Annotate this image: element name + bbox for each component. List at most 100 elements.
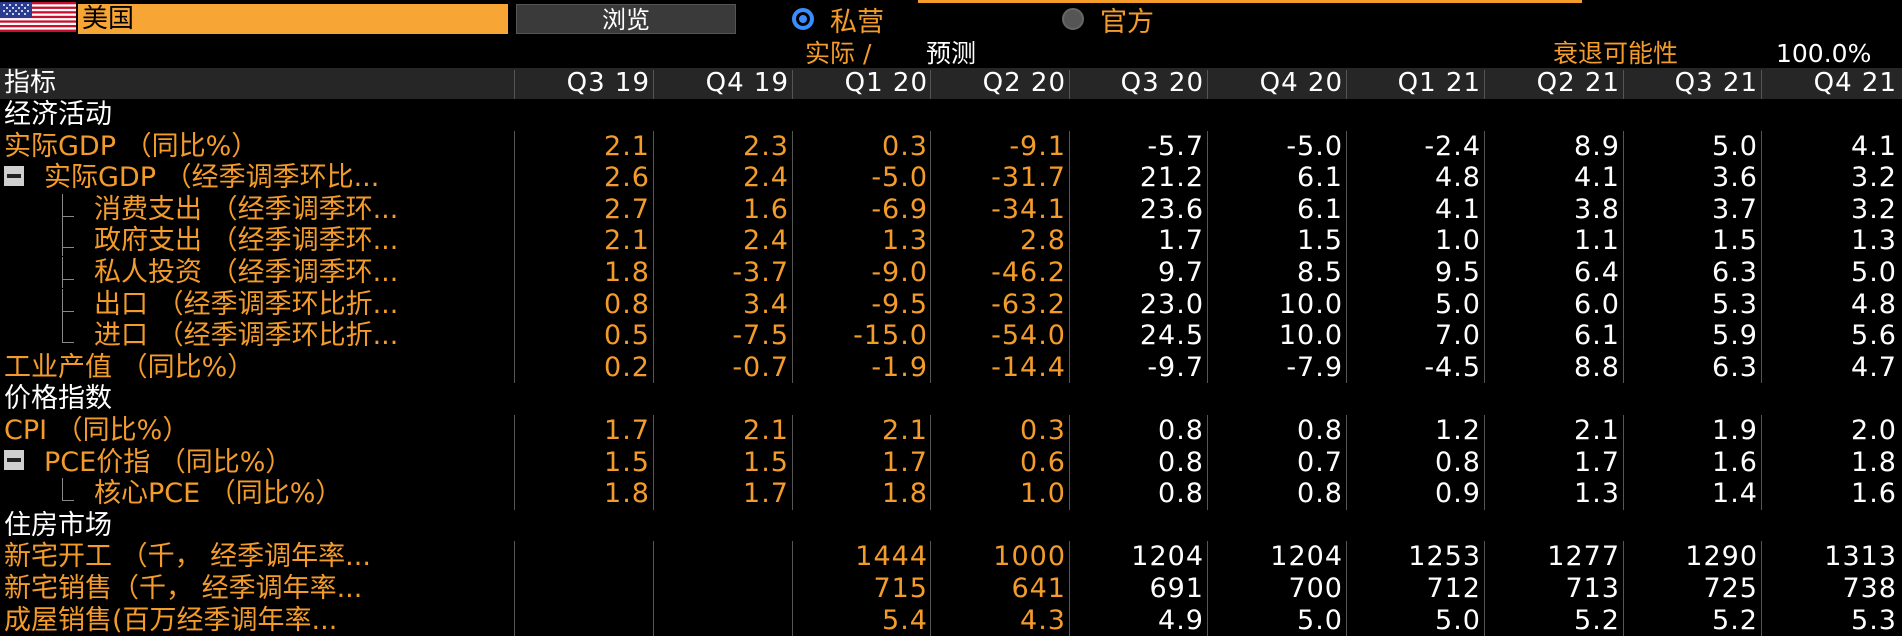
value-cell[interactable]: 0.8 (1158, 446, 1204, 478)
value-cell[interactable]: 5.2 (1574, 604, 1620, 636)
value-cell[interactable]: -7.5 (732, 320, 789, 352)
value-cell[interactable]: 1.6 (1712, 446, 1758, 478)
value-cell[interactable]: 1.4 (1712, 478, 1758, 510)
value-cell[interactable]: 6.4 (1574, 257, 1620, 288)
value-cell[interactable]: 3.8 (1574, 193, 1620, 225)
indicator-name[interactable]: PCE价指 （同比%） (4, 447, 512, 479)
column-header[interactable]: Q1 20 (844, 68, 928, 98)
value-cell[interactable]: 1.0 (1020, 478, 1066, 510)
value-cell[interactable]: 1.7 (1574, 446, 1620, 478)
value-cell[interactable]: -9.5 (871, 288, 928, 320)
collapse-icon[interactable] (4, 450, 24, 471)
value-cell[interactable]: -2.4 (1424, 130, 1481, 162)
value-cell[interactable]: -0.7 (732, 351, 789, 383)
value-cell[interactable] (661, 605, 789, 636)
indicator-name[interactable]: 进口 （经季调季环比折... (4, 320, 512, 352)
value-cell[interactable]: 2.3 (743, 130, 789, 162)
value-cell[interactable]: 2.8 (1020, 225, 1066, 257)
value-cell[interactable]: 2.1 (743, 415, 789, 446)
value-cell[interactable] (661, 573, 789, 605)
value-cell[interactable]: 5.2 (1712, 604, 1758, 636)
value-cell[interactable]: 4.1 (1574, 162, 1620, 194)
value-cell[interactable]: -1.9 (871, 351, 928, 383)
value-cell[interactable]: 2.7 (604, 193, 650, 225)
value-cell[interactable]: 5.6 (1851, 320, 1897, 352)
value-cell[interactable]: -63.2 (991, 288, 1066, 320)
indicator-name[interactable]: 新宅销售（千， 经季调年率... (4, 573, 512, 605)
value-cell[interactable]: 1253 (1408, 541, 1481, 573)
value-cell[interactable]: 6.0 (1574, 288, 1620, 320)
table-row[interactable]: 消费支出 （经季调季环... 2.7 1.6 -6.9 -34.1 23.6 6.1 4.1 3… (0, 193, 1902, 226)
value-cell[interactable]: 10.0 (1278, 320, 1343, 352)
value-cell[interactable]: 5.0 (1435, 604, 1481, 636)
column-header[interactable]: Q1 21 (1397, 68, 1481, 98)
value-cell[interactable]: 1.9 (1712, 415, 1758, 446)
value-cell[interactable]: 6.1 (1574, 320, 1620, 352)
value-cell[interactable]: 1.7 (1158, 225, 1204, 257)
value-cell[interactable]: 5.0 (1712, 130, 1758, 162)
value-cell[interactable] (522, 573, 650, 605)
value-cell[interactable]: 1.1 (1574, 225, 1620, 257)
value-cell[interactable]: -6.9 (871, 193, 928, 225)
value-cell[interactable]: -5.0 (871, 162, 928, 194)
value-cell[interactable]: 1204 (1131, 541, 1204, 573)
value-cell[interactable]: -5.0 (1286, 130, 1343, 162)
table-row[interactable]: 出口 （经季调季环比折... 0.8 3.4 -9.5 -63.2 23.0 10.0 5.0… (0, 288, 1902, 321)
value-cell[interactable]: 1.5 (743, 446, 789, 478)
column-header[interactable]: Q2 20 (982, 68, 1066, 98)
value-cell[interactable]: 2.1 (882, 415, 928, 446)
value-cell[interactable]: 6.3 (1712, 351, 1758, 383)
value-cell[interactable]: 1.2 (1435, 415, 1481, 446)
value-cell[interactable]: 23.0 (1139, 288, 1204, 320)
table-row[interactable]: 成屋销售(百万经季调年率... 5.4 4.3 4.9 5.0 5.0 5.2 5.2 5.3 (0, 605, 1902, 636)
value-cell[interactable]: 0.2 (604, 351, 650, 383)
value-cell[interactable]: 4.7 (1851, 351, 1897, 383)
value-cell[interactable] (522, 541, 650, 573)
value-cell[interactable]: 1.8 (882, 478, 928, 510)
value-cell[interactable]: 0.8 (604, 288, 650, 320)
value-cell[interactable]: 1.5 (604, 446, 650, 478)
value-cell[interactable]: 0.8 (1297, 415, 1343, 446)
table-row[interactable]: 核心PCE （同比%） 1.8 1.7 1.8 1.0 0.8 0.8 0.9 1.3 1.4 1.… (0, 478, 1902, 510)
value-cell[interactable]: 4.1 (1851, 130, 1897, 162)
value-cell[interactable]: 712 (1426, 573, 1481, 604)
value-cell[interactable]: 21.2 (1139, 162, 1204, 194)
value-cell[interactable]: 0.8 (1435, 446, 1481, 478)
value-cell[interactable]: 2.6 (604, 162, 650, 194)
value-cell[interactable]: 7.0 (1435, 320, 1481, 352)
value-cell[interactable]: 6.1 (1297, 162, 1343, 194)
value-cell[interactable]: 8.9 (1574, 130, 1620, 162)
value-cell[interactable]: 1313 (1824, 541, 1897, 573)
value-cell[interactable]: 4.8 (1435, 162, 1481, 194)
value-cell[interactable]: 3.7 (1712, 193, 1758, 225)
column-header[interactable]: Q3 19 (566, 68, 650, 98)
table-row[interactable]: PCE价指 （同比%） 1.5 1.5 1.7 0.6 0.8 0.7 0.8 1.7 1.6 1.… (0, 447, 1902, 479)
table-row[interactable]: CPI （同比%） 1.7 2.1 2.1 0.3 0.8 0.8 1.2 2.1 1.9 2.0 (0, 415, 1902, 447)
value-cell[interactable]: 1.3 (1851, 225, 1897, 257)
indicator-name[interactable]: 政府支出 （经季调季环... (4, 225, 512, 257)
column-header[interactable]: Q4 21 (1813, 68, 1897, 98)
value-cell[interactable]: 1.7 (604, 415, 650, 446)
value-cell[interactable]: 0.3 (882, 130, 928, 162)
collapse-icon[interactable] (4, 165, 24, 186)
value-cell[interactable]: 0.9 (1435, 478, 1481, 510)
value-cell[interactable]: 5.0 (1297, 604, 1343, 636)
value-cell[interactable]: 1.5 (1712, 225, 1758, 257)
value-cell[interactable]: 8.5 (1297, 257, 1343, 288)
value-cell[interactable]: -46.2 (991, 257, 1066, 288)
table-row[interactable]: 新宅开工 （千， 经季调年率... 1444 1000 1204 1204 1253 127… (0, 541, 1902, 573)
column-header[interactable]: Q3 21 (1674, 68, 1758, 98)
value-cell[interactable]: 641 (1011, 573, 1066, 604)
value-cell[interactable]: 5.3 (1712, 288, 1758, 320)
table-row[interactable]: 私人投资 （经季调季环... 1.8 -3.7 -9.0 -46.2 9.7 8.5 9.5 6… (0, 257, 1902, 289)
value-cell[interactable]: 3.2 (1851, 162, 1897, 194)
value-cell[interactable]: -5.7 (1147, 130, 1204, 162)
value-cell[interactable]: 24.5 (1139, 320, 1204, 352)
value-cell[interactable]: 0.8 (1297, 478, 1343, 510)
value-cell[interactable]: 0.3 (1020, 415, 1066, 446)
value-cell[interactable]: 715 (873, 573, 928, 604)
browse-button[interactable]: 浏览 (516, 4, 736, 34)
value-cell[interactable]: 0.6 (1020, 446, 1066, 478)
indicator-name[interactable]: 成屋销售(百万经季调年率... (4, 605, 512, 636)
value-cell[interactable]: 713 (1565, 573, 1620, 604)
